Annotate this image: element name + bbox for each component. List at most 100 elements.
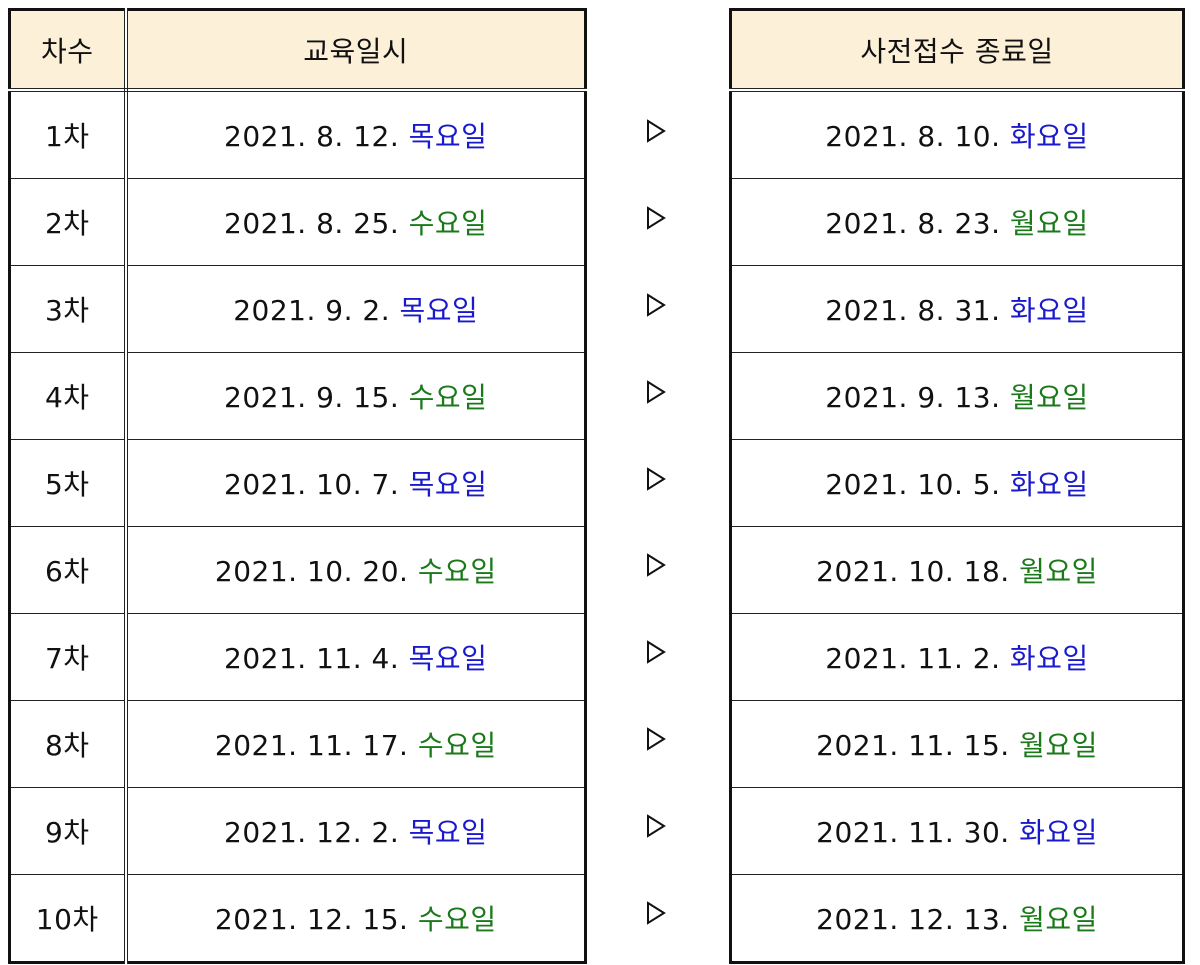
round-cell: 5차 <box>9 439 128 527</box>
registration-deadline-table: 사전접수 종료일 2021. 8. 10. 화요일 2021. 8. 23. 월요… <box>729 8 1185 964</box>
deadline-date-cell: 2021. 8. 10. 화요일 <box>730 89 1184 179</box>
header-row: 사전접수 종료일 <box>730 9 1184 92</box>
weekday-text: 목요일 <box>399 294 479 327</box>
round-cell: 10차 <box>9 874 128 963</box>
education-schedule-table: 차수 교육일시 1차 2021. 8. 12. 목요일 2차 2021. 8. 25.… <box>8 8 587 964</box>
education-date-cell: 2021. 12. 15. 수요일 <box>125 874 586 963</box>
round-cell: 6차 <box>9 526 128 614</box>
deadline-date-cell: 2021. 12. 13. 월요일 <box>730 874 1184 963</box>
weekday-text: 화요일 <box>1019 816 1098 849</box>
round-cell: 3차 <box>9 265 128 353</box>
triangle-right-outline-icon <box>630 782 682 869</box>
weekday-text: 화요일 <box>1009 468 1089 501</box>
deadline-date-cell: 2021. 8. 31. 화요일 <box>730 265 1184 353</box>
table-row: 2021. 8. 23. 월요일 <box>730 178 1184 266</box>
weekday-text: 월요일 <box>1019 729 1098 762</box>
deadline-date-cell: 2021. 9. 13. 월요일 <box>730 352 1184 440</box>
table-row: 1차 2021. 8. 12. 목요일 <box>9 89 586 179</box>
table-row: 2021. 11. 15. 월요일 <box>730 700 1184 788</box>
header-row: 차수 교육일시 <box>9 9 586 92</box>
triangle-right-outline-icon <box>630 435 682 522</box>
deadline-date-cell: 2021. 11. 2. 화요일 <box>730 613 1184 701</box>
deadline-date-cell: 2021. 11. 30. 화요일 <box>730 787 1184 875</box>
weekday-text: 수요일 <box>417 729 497 762</box>
table-row: 3차 2021. 9. 2. 목요일 <box>9 265 586 353</box>
round-cell: 2차 <box>9 178 128 266</box>
education-date-cell: 2021. 8. 12. 목요일 <box>125 89 586 179</box>
weekday-text: 월요일 <box>1009 381 1089 414</box>
triangle-right-outline-icon <box>630 348 682 435</box>
date-text: 2021. 11. 17. <box>214 729 409 762</box>
date-text: 2021. 9. 15. <box>224 381 400 414</box>
deadline-date-cell: 2021. 10. 5. 화요일 <box>730 439 1184 527</box>
date-text: 2021. 10. 18. <box>816 555 1010 588</box>
date-text: 2021. 8. 25. <box>224 207 400 240</box>
weekday-text: 수요일 <box>417 555 497 588</box>
round-header: 차수 <box>9 9 128 92</box>
triangle-right-outline-icon <box>630 696 682 783</box>
date-text: 2021. 8. 10. <box>825 120 1001 153</box>
date-text: 2021. 11. 4. <box>224 642 400 675</box>
round-cell: 7차 <box>9 613 128 701</box>
triangle-right-outline-icon <box>630 869 682 956</box>
weekday-text: 목요일 <box>408 642 488 675</box>
triangle-right-outline-icon <box>630 609 682 696</box>
education-date-cell: 2021. 11. 17. 수요일 <box>125 700 586 788</box>
triangle-right-outline-icon <box>630 88 682 175</box>
arrow-column <box>630 88 682 956</box>
date-text: 2021. 8. 12. <box>224 120 400 153</box>
deadline-date-cell: 2021. 10. 18. 월요일 <box>730 526 1184 614</box>
table-row: 7차 2021. 11. 4. 목요일 <box>9 613 586 701</box>
table-row: 6차 2021. 10. 20. 수요일 <box>9 526 586 614</box>
table-row: 2021. 8. 31. 화요일 <box>730 265 1184 353</box>
education-date-cell: 2021. 10. 7. 목요일 <box>125 439 586 527</box>
weekday-text: 목요일 <box>408 816 488 849</box>
weekday-text: 수요일 <box>417 903 497 936</box>
weekday-text: 화요일 <box>1009 120 1089 153</box>
triangle-right-outline-icon <box>630 522 682 609</box>
education-date-cell: 2021. 8. 25. 수요일 <box>125 178 586 266</box>
registration-deadline-header: 사전접수 종료일 <box>730 9 1184 92</box>
education-date-cell: 2021. 9. 15. 수요일 <box>125 352 586 440</box>
date-text: 2021. 10. 7. <box>224 468 400 501</box>
deadline-date-cell: 2021. 11. 15. 월요일 <box>730 700 1184 788</box>
date-text: 2021. 8. 23. <box>825 207 1001 240</box>
round-cell: 1차 <box>9 89 128 179</box>
date-text: 2021. 12. 13. <box>816 903 1010 936</box>
education-date-cell: 2021. 9. 2. 목요일 <box>125 265 586 353</box>
date-text: 2021. 8. 31. <box>825 294 1001 327</box>
table-row: 2021. 12. 13. 월요일 <box>730 874 1184 963</box>
table-row: 4차 2021. 9. 15. 수요일 <box>9 352 586 440</box>
table-row: 2021. 8. 10. 화요일 <box>730 89 1184 179</box>
weekday-text: 월요일 <box>1019 903 1098 936</box>
round-cell: 4차 <box>9 352 128 440</box>
table-row: 2021. 11. 30. 화요일 <box>730 787 1184 875</box>
weekday-text: 목요일 <box>408 468 488 501</box>
date-text: 2021. 9. 2. <box>233 294 391 327</box>
weekday-text: 화요일 <box>1009 642 1089 675</box>
round-cell: 8차 <box>9 700 128 788</box>
date-text: 2021. 10. 20. <box>214 555 409 588</box>
date-text: 2021. 9. 13. <box>825 381 1001 414</box>
date-text: 2021. 11. 30. <box>816 816 1020 849</box>
weekday-text: 목요일 <box>408 120 488 153</box>
weekday-text: 월요일 <box>1009 207 1089 240</box>
table-row: 2021. 9. 13. 월요일 <box>730 352 1184 440</box>
triangle-right-outline-icon <box>630 175 682 262</box>
triangle-right-outline-icon <box>630 262 682 349</box>
date-text: 2021. 11. 15. <box>816 729 1010 762</box>
weekday-text: 월요일 <box>1019 555 1098 588</box>
education-date-cell: 2021. 10. 20. 수요일 <box>125 526 586 614</box>
education-date-header: 교육일시 <box>125 9 586 92</box>
round-cell: 9차 <box>9 787 128 875</box>
date-text: 2021. 11. 2. <box>825 642 1001 675</box>
table-row: 5차 2021. 10. 7. 목요일 <box>9 439 586 527</box>
weekday-text: 화요일 <box>1009 294 1089 327</box>
education-date-cell: 2021. 12. 2. 목요일 <box>125 787 586 875</box>
table-row: 2021. 10. 5. 화요일 <box>730 439 1184 527</box>
table-row: 9차 2021. 12. 2. 목요일 <box>9 787 586 875</box>
table-row: 10차 2021. 12. 15. 수요일 <box>9 874 586 963</box>
education-date-cell: 2021. 11. 4. 목요일 <box>125 613 586 701</box>
date-text: 2021. 12. 15. <box>214 903 409 936</box>
deadline-date-cell: 2021. 8. 23. 월요일 <box>730 178 1184 266</box>
